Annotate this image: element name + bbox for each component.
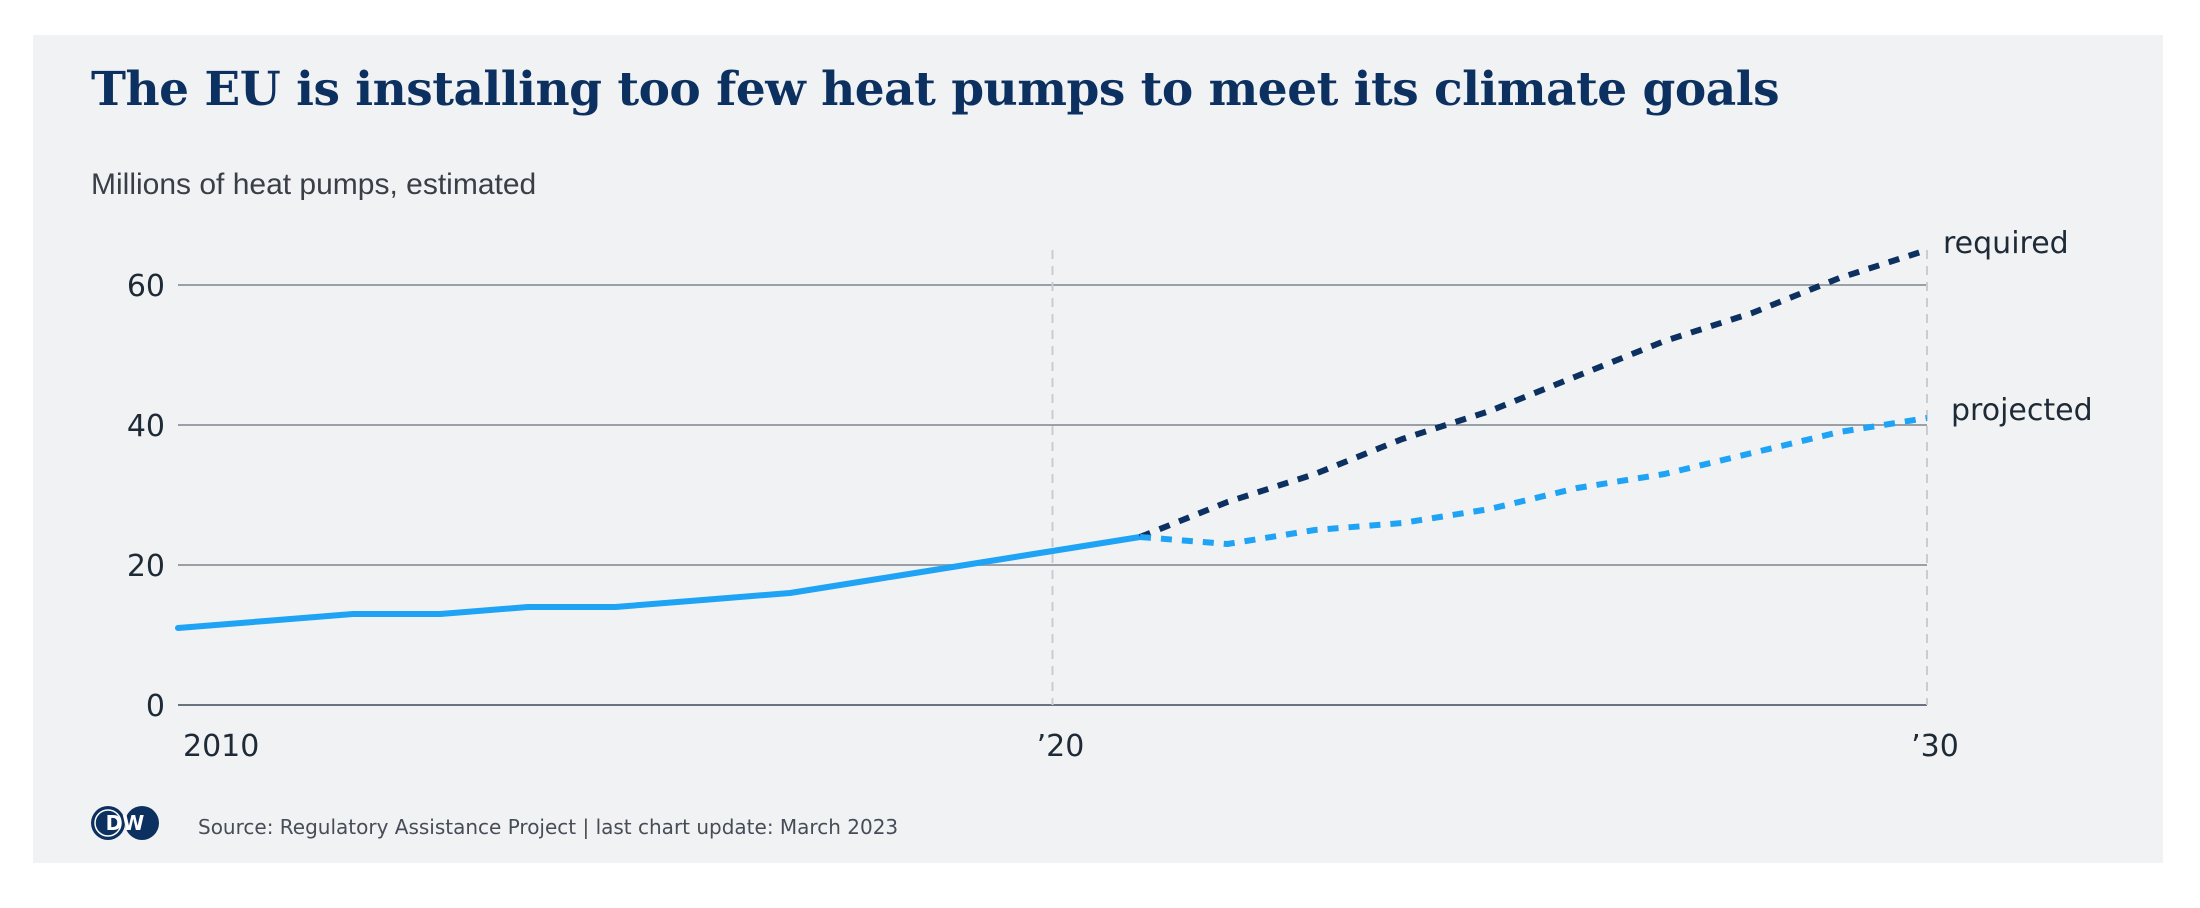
reference-lines [1051,250,1928,705]
series-line-projected [1139,415,1928,547]
chart-card [33,35,2163,863]
x-tick-label: 2010 [183,729,259,764]
source-note: Source: Regulatory Assistance Project | … [198,815,899,839]
series-labels: required projected [1943,226,2093,428]
chart-title: The EU is installing too few heat pumps … [91,62,1780,117]
series-line-required [1138,247,1928,540]
dw-logo: DW [91,806,159,840]
series-line-historical [175,534,1143,631]
y-tick-label: 40 [127,409,165,444]
series-label-required: required [1943,226,2069,261]
y-axis: 0 20 40 60 [127,269,165,724]
y-tick-label: 60 [127,269,165,304]
series-label-projected: projected [1951,393,2093,428]
chart-subtitle: Millions of heat pumps, estimated [91,168,537,201]
y-tick-label: 0 [146,689,165,724]
series-lines [175,247,1928,631]
x-tick-label: ’30 [1911,729,1959,764]
x-axis: 2010 ’20 ’30 [183,729,1959,764]
x-tick-label: ’20 [1037,729,1085,764]
dw-logo-text: DW [106,811,145,835]
y-tick-label: 20 [127,549,165,584]
